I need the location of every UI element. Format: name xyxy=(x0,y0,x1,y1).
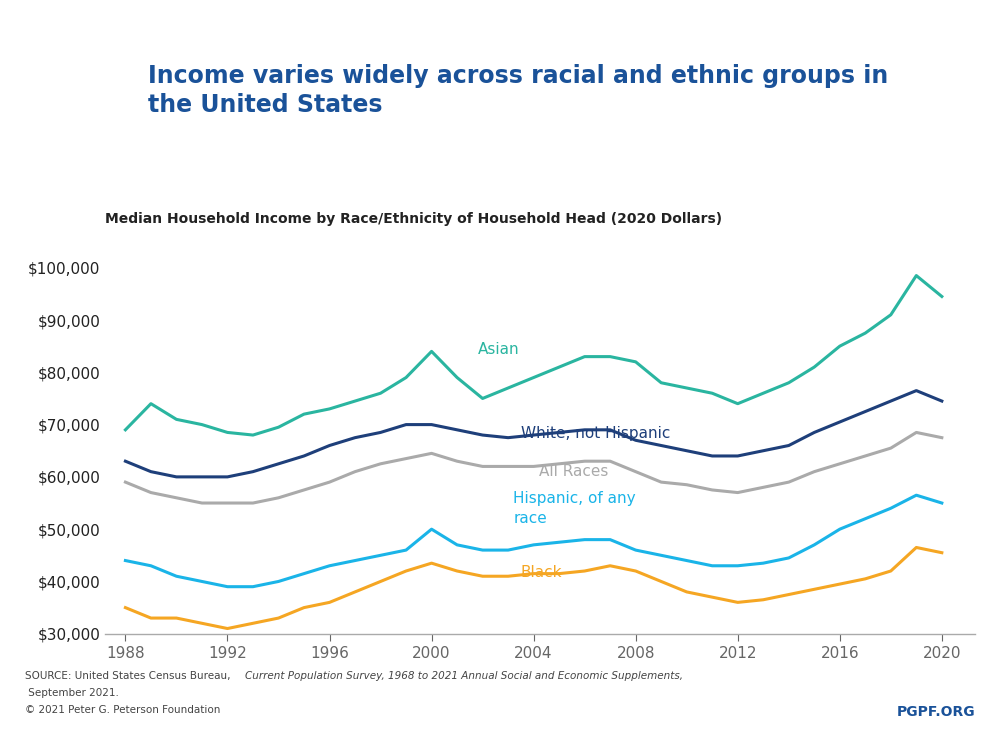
Text: PETERSON: PETERSON xyxy=(37,130,116,143)
Text: PGPF.ORG: PGPF.ORG xyxy=(896,705,975,719)
Text: Median Household Income by Race/Ethnicity of Household Head (2020 Dollars): Median Household Income by Race/Ethnicit… xyxy=(105,211,722,226)
Text: September 2021.: September 2021. xyxy=(25,688,119,698)
Text: White, not Hispanic: White, not Hispanic xyxy=(521,426,670,441)
Text: Hispanic, of any
race: Hispanic, of any race xyxy=(513,491,636,526)
Text: PETER G.: PETER G. xyxy=(50,102,103,112)
Text: SOURCE: United States Census Bureau,: SOURCE: United States Census Bureau, xyxy=(25,671,234,681)
Text: Income varies widely across racial and ethnic groups in
the United States: Income varies widely across racial and e… xyxy=(148,64,888,118)
Text: ≡: ≡ xyxy=(20,124,41,148)
Text: Black: Black xyxy=(521,566,562,580)
Text: Current Population Survey, 1968 to 2021 Annual Social and Economic Supplements,: Current Population Survey, 1968 to 2021 … xyxy=(245,671,683,681)
Text: All Races: All Races xyxy=(539,464,608,478)
Text: © 2021 Peter G. Peterson Foundation: © 2021 Peter G. Peterson Foundation xyxy=(25,705,220,715)
Text: FOUNDATION: FOUNDATION xyxy=(50,160,103,170)
Text: Asian: Asian xyxy=(477,342,519,357)
